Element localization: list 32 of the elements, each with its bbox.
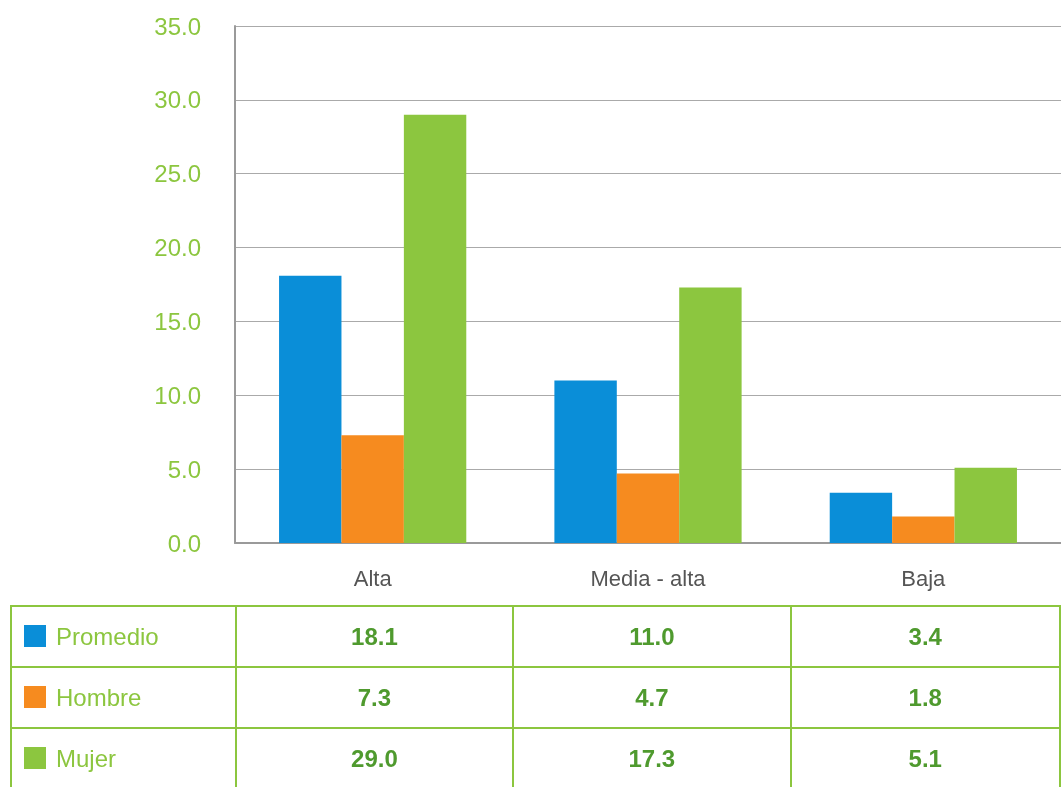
data-label: 3.4 — [790, 606, 1060, 667]
bar — [554, 380, 617, 543]
y-tick-label: 30.0 — [154, 86, 201, 114]
data-label: 11.0 — [513, 606, 791, 667]
data-label: 18.1 — [235, 606, 514, 667]
data-label: 29.0 — [235, 728, 514, 787]
bar — [679, 287, 742, 543]
y-tick-label: 15.0 — [154, 307, 201, 335]
bar — [403, 114, 467, 543]
bar — [279, 275, 342, 543]
data-label: 5.1 — [790, 728, 1060, 787]
bar — [954, 467, 1017, 543]
legend-label: Promedio — [11, 606, 236, 667]
x-tick-label: Baja — [901, 565, 947, 591]
bar — [341, 435, 404, 543]
y-tick-label: 35.0 — [154, 12, 201, 40]
y-tick-label: 0.0 — [167, 529, 201, 557]
data-label: 7.3 — [235, 667, 514, 728]
y-tick-label: 20.0 — [154, 234, 201, 262]
legend-label: Hombre — [11, 667, 236, 728]
y-tick-label: 25.0 — [154, 160, 201, 188]
data-label: 4.7 — [513, 667, 791, 728]
x-tick-label: Alta — [353, 565, 393, 591]
data-label: 1.8 — [790, 667, 1060, 728]
bar — [829, 492, 893, 543]
bar — [892, 516, 955, 543]
x-tick-label: Media - alta — [590, 565, 707, 591]
legend-label: Mujer — [11, 728, 236, 787]
bar — [616, 473, 680, 543]
y-tick-label: 5.0 — [167, 455, 201, 483]
y-tick-label: 10.0 — [154, 381, 201, 409]
data-label: 17.3 — [513, 728, 791, 787]
